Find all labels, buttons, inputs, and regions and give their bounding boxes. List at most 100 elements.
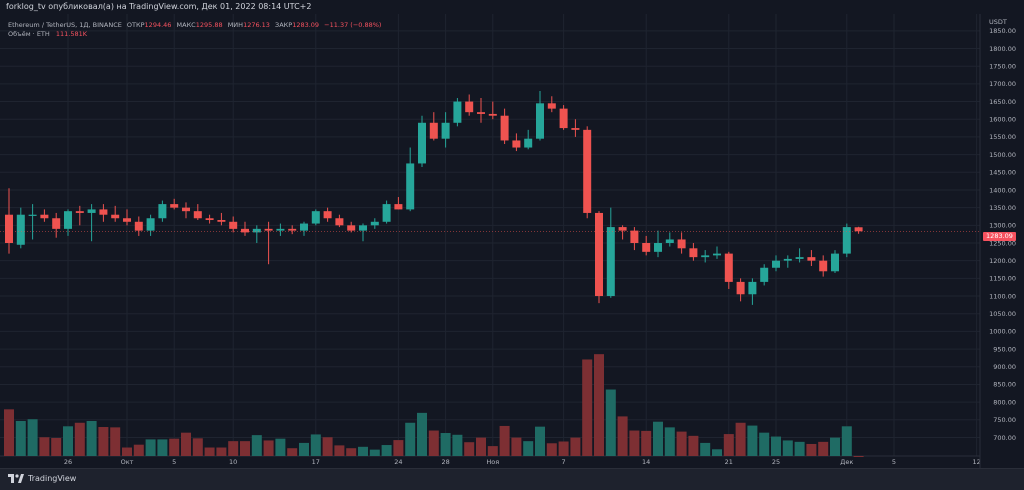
volume-bar (145, 439, 156, 456)
candle-body (724, 253, 733, 282)
volume-bar (15, 420, 26, 456)
candle-body (394, 204, 403, 210)
candle-body (760, 267, 769, 282)
time-tick-label: 10 (229, 458, 237, 466)
volume-bar (51, 437, 62, 456)
candle-body (583, 129, 592, 213)
candle-body (359, 225, 367, 231)
volume-bar (417, 412, 427, 456)
volume-bar (617, 416, 628, 456)
volume-bar (487, 446, 498, 456)
candle-body (429, 122, 438, 139)
volume-bar (204, 447, 215, 456)
volume-bar (546, 443, 557, 456)
volume-bar (110, 427, 121, 456)
volume-bar (240, 441, 250, 456)
volume-bar (629, 430, 640, 456)
candle-body (559, 108, 568, 129)
close-label: ЗАКР (275, 21, 293, 29)
volume-bar (511, 437, 522, 456)
volume-bar (759, 432, 770, 456)
volume-bar (4, 409, 14, 456)
volume-bar (818, 441, 829, 456)
candle-body (382, 204, 391, 222)
candle-body (713, 253, 721, 256)
candlestick-chart[interactable]: 700.00 750.00 800.00 850.00 900.00 950.00 1000… (0, 0, 1024, 468)
price-tick-label: 850.00 (993, 381, 1016, 389)
candle-body (311, 211, 320, 224)
candle-body (536, 103, 544, 139)
candle-body (229, 221, 238, 229)
low-value: 1276.13 (243, 21, 270, 29)
candle-body (595, 212, 603, 297)
price-tick-label: 1650.00 (989, 98, 1016, 106)
volume-bar (287, 448, 298, 456)
current-price-tag: 1283.09 (983, 232, 1016, 241)
candle-body (642, 243, 651, 252)
candle-body (512, 140, 521, 148)
volume-bar (428, 430, 439, 456)
volume-bar (334, 445, 345, 456)
volume-bar (723, 434, 734, 456)
price-tick-label: 1250.00 (989, 239, 1016, 247)
candle-body (842, 227, 851, 254)
candle-body (831, 253, 839, 272)
candle-body (748, 281, 757, 295)
candle-body (406, 163, 415, 210)
open-value: 1294.46 (144, 21, 172, 29)
time-tick-label: 14 (642, 458, 650, 466)
candle-body (701, 255, 710, 258)
candle-body (477, 112, 485, 114)
volume-legend[interactable]: Объём · ETH 111.581K (8, 30, 87, 38)
low-label: МИН (227, 21, 244, 29)
volume-bar (27, 419, 38, 456)
volume-bar (558, 441, 569, 456)
candle-body (158, 204, 167, 219)
volume-bar (771, 436, 781, 456)
volume-bar (676, 431, 687, 456)
volume-bar (263, 440, 274, 456)
price-tick-label: 1400.00 (989, 186, 1016, 194)
high-value: 1295.88 (195, 21, 223, 29)
time-tick-label: 24 (394, 458, 402, 466)
candle-body (854, 227, 863, 232)
candle-body (370, 221, 379, 226)
candle-body (630, 230, 639, 243)
candle-body (524, 138, 533, 148)
price-legend[interactable]: Ethereum / TetherUS, 1Д, BINANCE ОТКР129… (8, 21, 381, 29)
candle-body (606, 227, 615, 297)
price-tick-label: 1700.00 (989, 80, 1016, 88)
candle-body (654, 243, 662, 252)
volume-bar (369, 449, 380, 456)
volume-bar (405, 422, 416, 456)
volume-bar (251, 435, 262, 456)
volume-bar (169, 438, 180, 456)
price-tick-label: 1500.00 (989, 151, 1016, 159)
volume-bar (358, 446, 368, 456)
time-tick-label: Окт (121, 458, 134, 466)
price-tick-label: 1750.00 (989, 63, 1016, 71)
volume-bar (122, 447, 132, 456)
candle-body (205, 218, 214, 221)
candle-body (736, 281, 745, 295)
time-tick-label: Ноя (486, 458, 499, 466)
time-tick-label: Дек (840, 458, 853, 466)
tradingview-logo[interactable]: TradingView (8, 474, 76, 483)
candle-body (40, 214, 49, 219)
time-tick-label: 21 (725, 458, 733, 466)
candle-body (618, 227, 627, 231)
price-tick-label: 700.00 (993, 434, 1016, 442)
candle-body (300, 223, 308, 231)
candle-body (288, 228, 297, 231)
volume-bar (476, 437, 486, 456)
price-tick-label: 1000.00 (989, 328, 1016, 336)
volume-bar (98, 427, 109, 456)
volume-bar (452, 434, 463, 456)
candle-body (217, 220, 226, 222)
price-tick-label: 1550.00 (989, 133, 1016, 141)
publisher-bar: forklog_tv опубликовал(а) на TradingView… (0, 0, 1024, 14)
time-tick-label: 28 (441, 458, 449, 466)
volume-bar (523, 441, 534, 456)
candle-body (571, 128, 580, 130)
price-tick-label: 1450.00 (989, 169, 1016, 177)
